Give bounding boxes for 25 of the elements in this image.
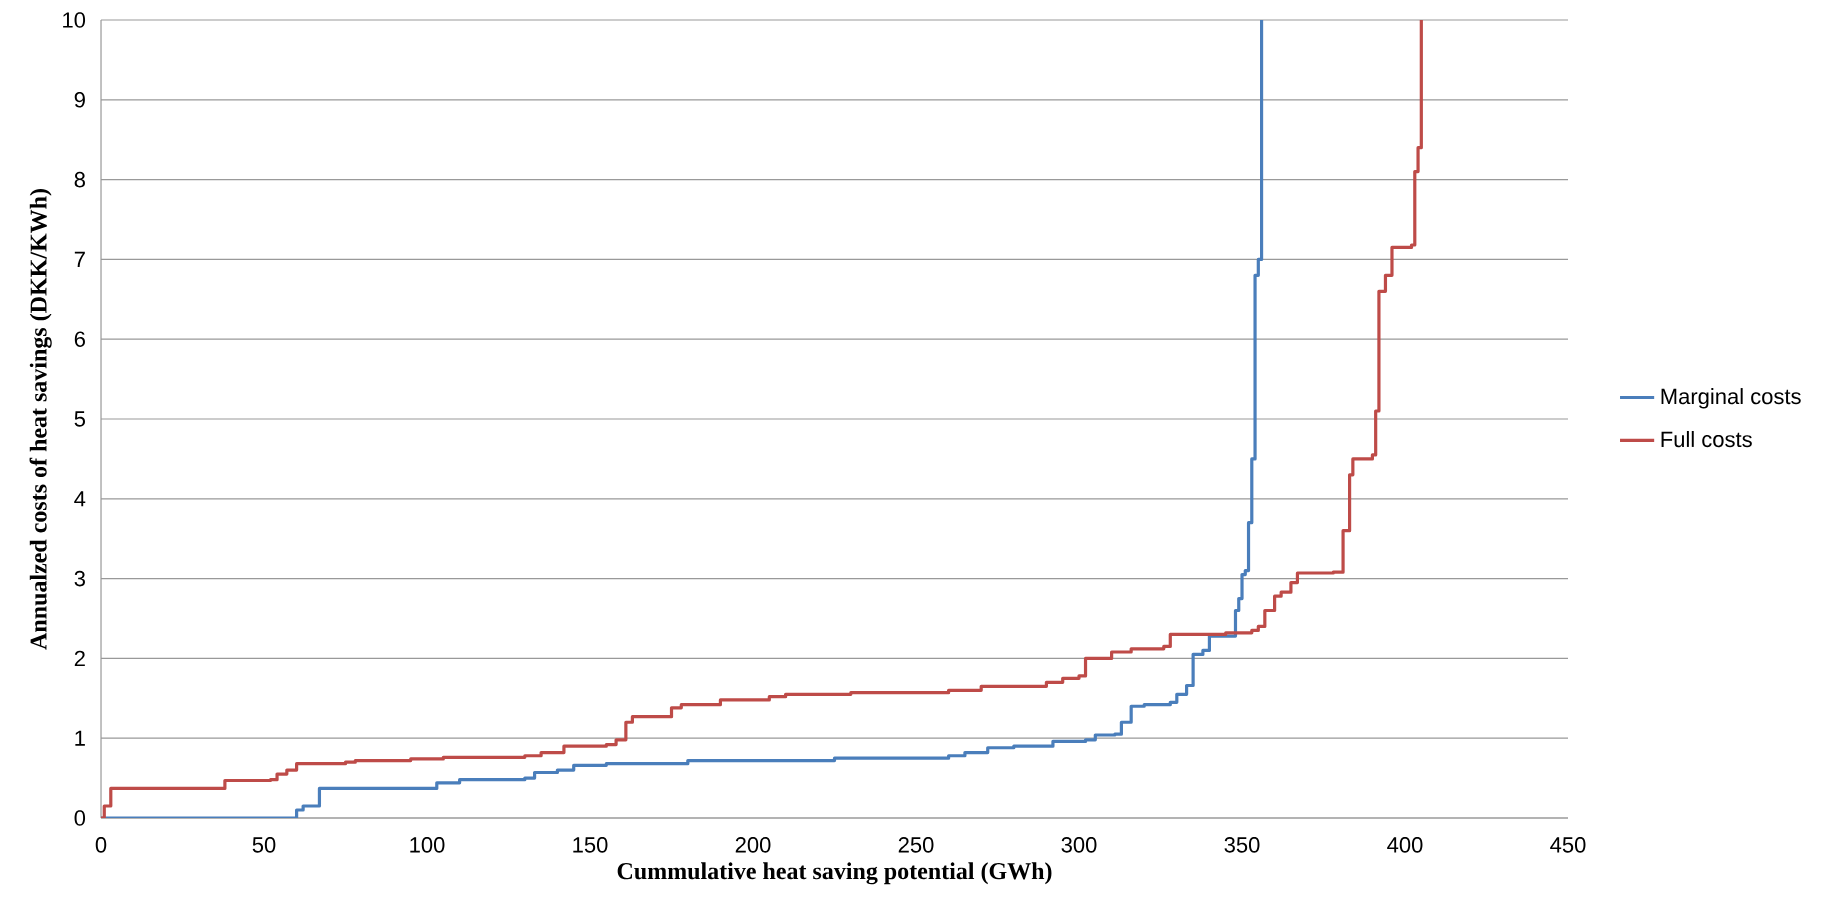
legend-label: Full costs [1661,430,1752,448]
x-tick-label: 200 [735,837,771,853]
y-tick-label: 6 [74,331,85,347]
y-tick-label: 4 [74,491,86,507]
x-tick-label: 150 [573,837,608,853]
x-tick-label: 0 [95,837,107,853]
legend-label: Marginal costs [1661,388,1801,409]
x-tick-label: 300 [1061,837,1097,853]
x-tick-label: 250 [898,837,934,853]
y-tick-label: 8 [74,171,85,188]
y-tick-label: 7 [74,251,85,267]
y-tick-label: 1 [75,730,85,746]
y-tick-label: 9 [74,92,85,108]
y-tick-label: 10 [63,12,86,28]
x-tick-label: 350 [1224,837,1260,853]
x-tick-label: 100 [410,837,445,853]
y-tick-label: 0 [74,810,86,826]
y-tick-label: 3 [74,570,85,587]
x-axis-title: Cummulative heat saving potential (GWh) [617,862,1052,885]
x-tick-label: 400 [1387,837,1423,853]
y-tick-label: 5 [74,411,85,427]
y-tick-label: 2 [74,650,85,667]
x-tick-label: 450 [1550,837,1586,853]
x-tick-label: 50 [252,837,276,853]
y-axis-title: Annualzed costs of heat savings (DKK/KWh) [29,189,52,650]
